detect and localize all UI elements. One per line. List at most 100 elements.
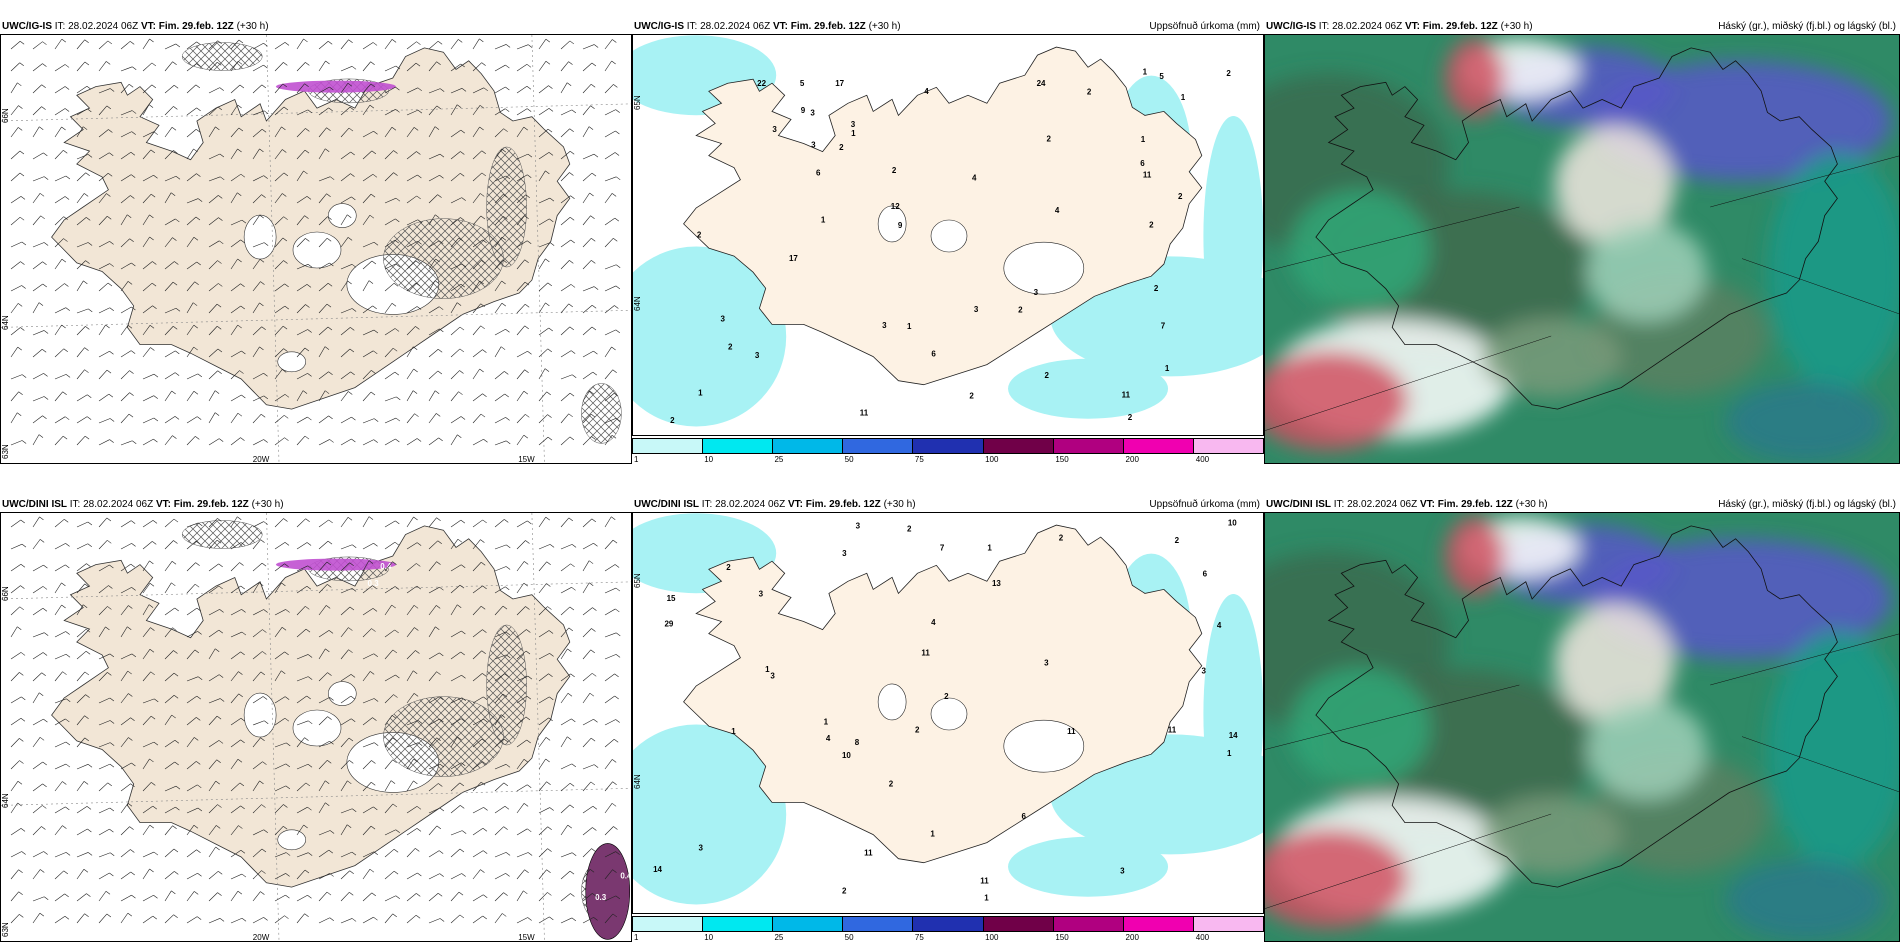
cloud-map-panel-dini: UWC/DINI ISL IT: 28.02.2024 06Z VT: Fim.…: [1264, 498, 1900, 942]
cloud-area: [1767, 629, 1899, 870]
latitude-label: 65N: [633, 573, 642, 589]
precip-value: 9: [898, 221, 903, 230]
precip-value: 13: [992, 579, 1001, 588]
precip-value: 3: [1034, 288, 1039, 297]
precip-map-panel-igis: UWC/IG-IS IT: 28.02.2024 06Z VT: Fim. 29…: [632, 20, 1264, 464]
precip-value: 5: [800, 79, 805, 88]
precip-area: [633, 246, 787, 427]
precip-value: 2: [1226, 69, 1231, 78]
map-frame: [1264, 512, 1900, 942]
latitude-label: 64N: [1, 315, 10, 330]
model-name: UWC/IG-IS: [2, 21, 52, 32]
precip-value: 2: [726, 563, 731, 572]
precip-value: 2: [1045, 371, 1050, 380]
precip-value: 14: [653, 865, 662, 874]
glacier: [243, 692, 277, 738]
glacier: [277, 351, 307, 373]
precip-value: 2: [1018, 306, 1023, 315]
cloud-area: [1725, 860, 1886, 940]
vt-label: VT:: [140, 21, 156, 32]
precip-value: 7: [940, 544, 945, 553]
precip-value: 2: [892, 166, 897, 175]
model-name: UWC/DINI ISL: [1266, 499, 1331, 510]
glacier: [327, 203, 357, 228]
longitude-label: 20W: [252, 455, 270, 464]
precip-value: 1: [1165, 364, 1170, 373]
it-label: IT:: [686, 21, 698, 32]
vt-value: Fim. 29.feb. 12Z: [173, 499, 249, 510]
model-name: UWC/DINI ISL: [634, 499, 699, 510]
precip-value: 1: [984, 893, 989, 902]
colorbar-cell: [1193, 917, 1263, 931]
it-label: IT:: [1333, 499, 1345, 510]
it-value: 28.02.2024 06Z: [68, 21, 139, 32]
lead-time: (+30 h): [1500, 21, 1533, 32]
longitude-label: 20W: [252, 933, 270, 942]
wind-barb-map: [1, 35, 631, 463]
precip-value: 3: [699, 844, 704, 853]
map-frame: 5 3 2 2 1 2 1 2 2 3 3 2 1 3 2 2 4 3 2 2 6 5 1 2 3 6 4 1 2 11 3 1 17 17 22 1…: [632, 34, 1264, 436]
cloud-area: [1444, 38, 1505, 118]
colorbar-label: 400: [1195, 933, 1210, 942]
glacier: [292, 231, 342, 269]
colorbar-cell: [703, 439, 774, 453]
wind-map-panel-dini: UWC/DINI ISL IT: 28.02.2024 06Z VT: Fim.…: [0, 498, 632, 942]
precip-value: 2: [839, 143, 844, 152]
precip-map-panel-dini: UWC/DINI ISL IT: 28.02.2024 06Z VT: Fim.…: [632, 498, 1264, 942]
latitude-label: 64N: [633, 774, 642, 790]
precip-value: 5: [1159, 72, 1164, 81]
colorbar-label: 25: [774, 455, 784, 464]
precip-value: 14: [1229, 731, 1238, 740]
glacier: [327, 681, 357, 706]
precip-value: 15: [667, 594, 676, 603]
precip-value: 4: [1055, 206, 1060, 215]
vt-value: Fim. 29.feb. 12Z: [1437, 499, 1513, 510]
latitude-label: 65N: [633, 95, 642, 111]
colorbar-label: 200: [1125, 455, 1139, 464]
colorbar-labels: 1 10 25 50 75 100 150 200 400: [632, 455, 1264, 465]
glacier: [877, 683, 907, 721]
colorbar-cell: [633, 439, 704, 453]
precip-value: 10: [842, 751, 851, 760]
latitude-label: 64N: [1, 793, 10, 808]
precip-value: 2: [889, 779, 894, 788]
precip-value: 1: [1181, 93, 1186, 102]
precip-value: 17: [835, 79, 844, 88]
precip-streak: [275, 558, 396, 571]
precip-value: 3: [811, 141, 816, 150]
blob-value: 0.3: [595, 893, 607, 902]
precip-value: 6: [1140, 159, 1145, 168]
precip-value: 2: [670, 416, 675, 425]
cloud-map: [1265, 35, 1899, 463]
precip-value: 2: [1128, 413, 1133, 422]
vt-label: VT:: [772, 21, 788, 32]
precip-value: 3: [882, 321, 887, 330]
precip-value: 17: [789, 254, 798, 263]
colorbar-cell: [843, 439, 914, 453]
cloud-map: [1265, 513, 1899, 941]
cloud-area: [1725, 382, 1886, 462]
precip-value: 1: [821, 215, 826, 224]
precip-value: 2: [1059, 534, 1064, 543]
precip-value: 4: [924, 87, 929, 96]
colorbar-label: 10: [704, 455, 714, 464]
hatched-area: [181, 520, 263, 549]
glacier: [1003, 719, 1085, 773]
latitude-label: 64N: [633, 296, 642, 312]
precip-value: 4: [972, 173, 977, 182]
hatched-area: [581, 383, 622, 444]
precip-value: 2: [1154, 284, 1159, 293]
lead-time: (+30 h): [251, 499, 284, 510]
precip-value: 1: [930, 830, 935, 839]
precip-value: 1: [907, 322, 912, 331]
cloud-area: [1586, 221, 1707, 322]
cloud-area: [1290, 190, 1431, 310]
panel-field-title: Uppsöfnuð úrkoma (mm): [1149, 499, 1260, 510]
blob-value: 0.4: [380, 562, 392, 571]
lead-time: (+30 h): [868, 21, 901, 32]
glacier: [292, 709, 342, 747]
cloud-area: [1265, 350, 1409, 451]
map-frame: [1264, 34, 1900, 464]
colorbar-label: 50: [844, 455, 854, 464]
it-value: 28.02.2024 06Z: [715, 499, 786, 510]
